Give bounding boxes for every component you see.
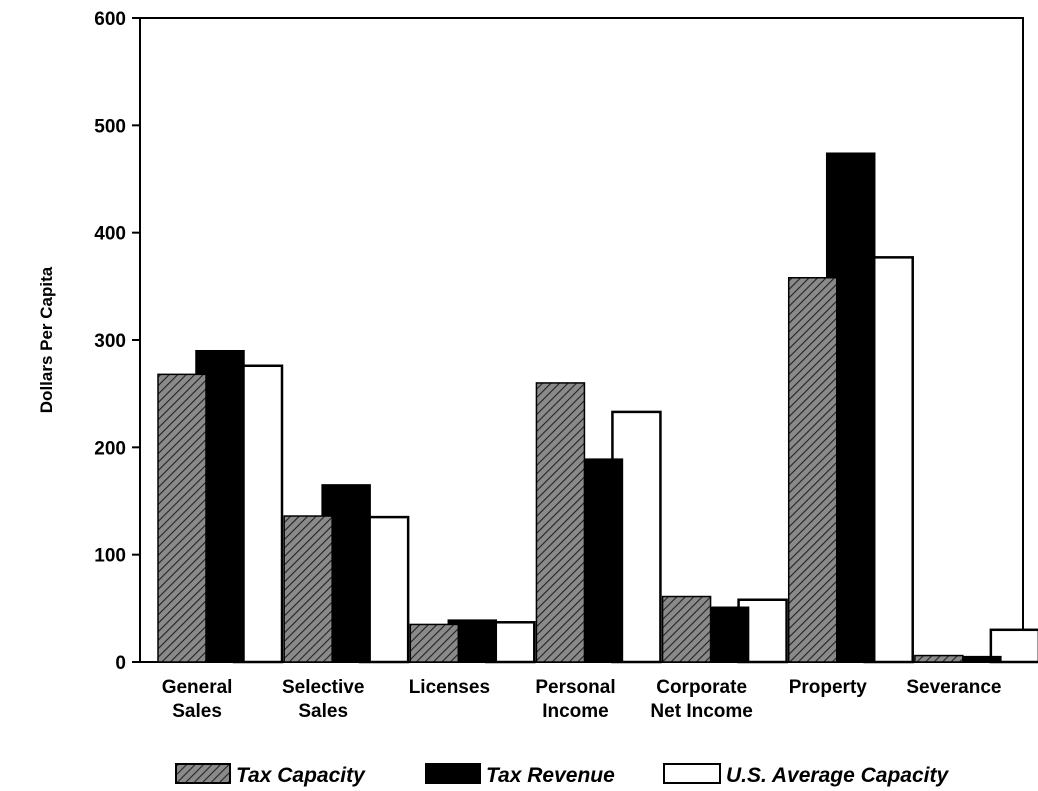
y-axis-ticks: 0 100 200 300 400 500 600: [94, 9, 140, 674]
bar-hatched: [157, 373, 207, 663]
bar-hatched: [914, 654, 964, 663]
legend-swatch-solid: [425, 763, 481, 784]
bars: [157, 152, 1038, 664]
x-tick-label: Personal: [535, 677, 615, 698]
x-tick-label: Sales: [172, 701, 222, 722]
y-tick-label: 200: [94, 438, 126, 459]
y-tick-label: 500: [94, 116, 126, 137]
legend: Tax Capacity Tax Revenue U.S. Average Capa…: [175, 763, 949, 787]
x-tick-label: Selective: [282, 677, 364, 698]
bar-hatched: [283, 515, 333, 663]
y-tick-label: 100: [94, 546, 126, 567]
x-tick-label: General: [162, 677, 233, 698]
x-tick-label: Severance: [906, 677, 1001, 698]
x-tick-label: Income: [542, 701, 609, 722]
legend-label: U.S. Average Capacity: [726, 764, 949, 787]
bar-hatched: [661, 595, 712, 663]
x-tick-label: Sales: [298, 701, 348, 722]
y-tick-label: 0: [115, 653, 126, 674]
y-axis-label: Dollars Per Capita: [37, 266, 56, 413]
legend-label: Tax Capacity: [236, 764, 366, 787]
x-tick-label: Net Income: [650, 701, 752, 722]
bar-hatched: [535, 382, 586, 663]
bar-hatched: [787, 276, 838, 663]
y-tick-label: 600: [94, 9, 126, 30]
legend-swatch-hatched: [175, 763, 231, 784]
x-tick-label: Property: [789, 677, 868, 698]
legend-label: Tax Revenue: [486, 764, 615, 787]
x-tick-label: Licenses: [409, 677, 490, 698]
y-tick-label: 300: [94, 331, 126, 352]
legend-swatch-outline: [663, 763, 721, 784]
bar-hatched: [409, 623, 460, 663]
x-axis-labels: General Sales Selective Sales Licenses Person…: [162, 677, 1002, 722]
y-tick-label: 400: [94, 224, 126, 245]
x-tick-label: Corporate: [656, 677, 747, 698]
